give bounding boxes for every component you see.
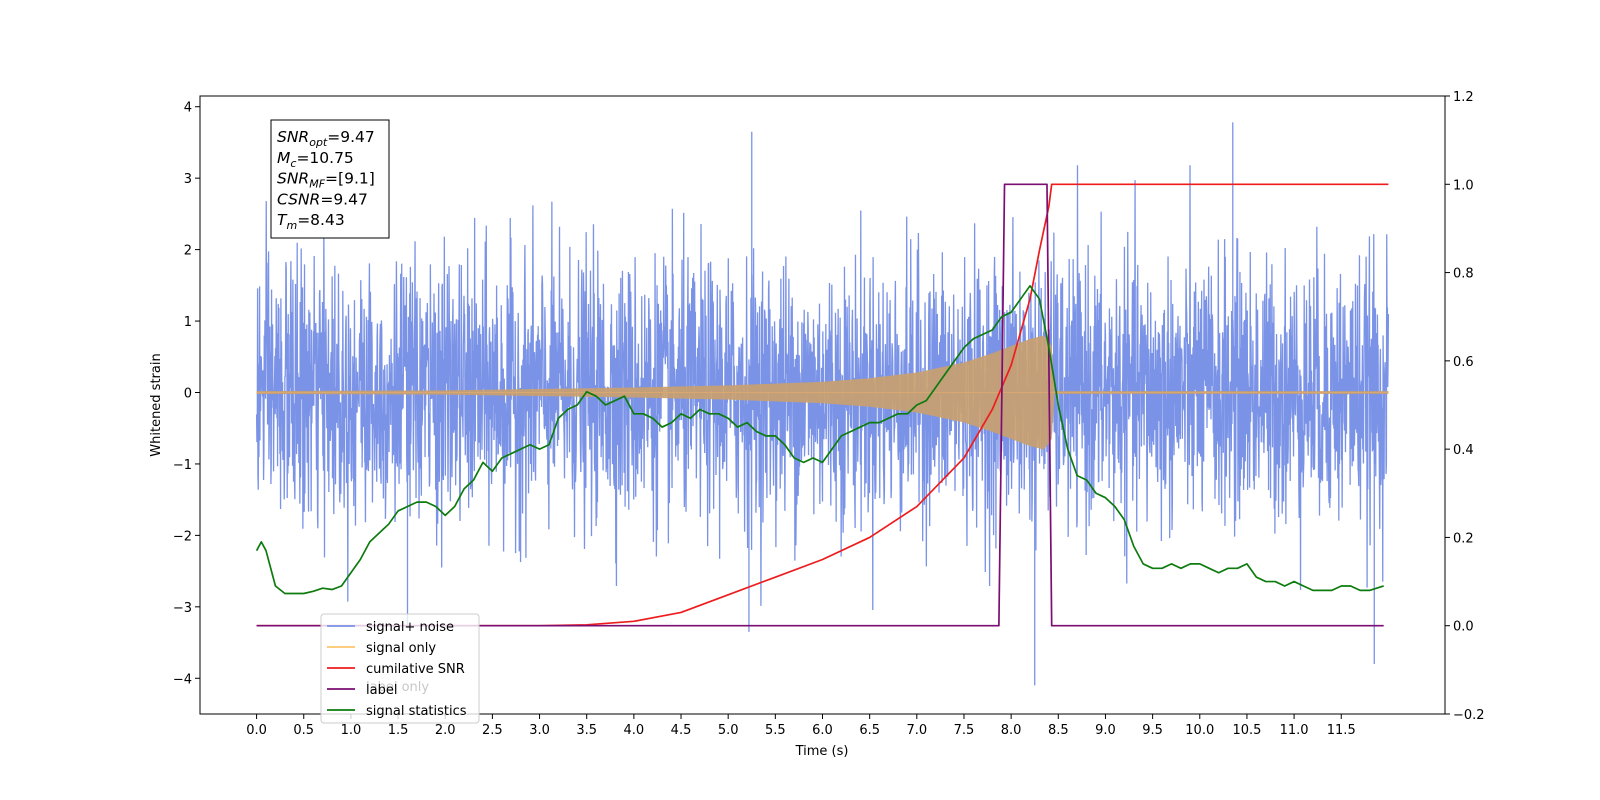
x-tick-label: 0.5 [293,723,314,738]
x-tick-label: 3.5 [576,723,597,738]
x-tick-label: 8.5 [1048,723,1069,738]
y2-tick-label: 0.2 [1453,531,1474,546]
x-axis-label: Time (s) [795,744,849,759]
x-axis-ticks: 0.0 0.5 1.0 1.5 2.0 2.5 3.0 3.5 4.0 4.5 5.0 5.5 6.0 6… [246,714,1356,738]
y-tick-label: 2 [184,244,192,259]
x-tick-label: 1.0 [341,723,362,738]
y2-tick-label: 0.6 [1453,355,1474,370]
x-tick-label: 3.0 [529,723,550,738]
x-tick-label: 5.5 [765,723,786,738]
legend-entry-label: signal+ noise [366,620,454,635]
x-tick-label: 7.5 [954,723,975,738]
y-axis-left-ticks: −4 −3 −2 −1 0 1 2 3 4 [173,101,200,687]
y-axis-right-ticks: −0.2 0.0 0.2 0.4 0.6 0.8 1.0 1.2 [1445,90,1485,723]
annotation-line: CSNR=9.47 [277,190,368,208]
series-layer [255,122,1390,686]
y-axis-label: Whitened strain [149,353,164,456]
series-line-cumilative-snr [256,183,1389,627]
annotation-line: Mc=10.75 [277,149,354,170]
annotation-line: Tm=8.43 [277,211,345,232]
legend: label only signal+ noise signal only cumila… [320,613,480,724]
annotation-line: SNRMF=[9.1] [277,170,375,191]
x-tick-label: 0.0 [246,723,267,738]
y2-tick-label: 0.8 [1453,267,1474,282]
y-tick-label: −3 [173,601,192,616]
annotation-frame [270,119,390,239]
y2-tick-label: 1.2 [1453,90,1474,105]
x-tick-label: 10.5 [1232,723,1261,738]
legend-hidden-text: label only [366,680,429,695]
x-tick-label: 11.5 [1327,723,1356,738]
legend-frame [320,613,480,724]
y-tick-label: 3 [184,172,192,187]
legend-entry-label: cumilative SNR [366,662,465,677]
x-tick-label: 8.0 [1001,723,1022,738]
x-tick-label: 10.0 [1185,723,1214,738]
x-tick-label: 4.5 [671,723,692,738]
x-tick-label: 6.5 [859,723,880,738]
y2-tick-label: −0.2 [1453,708,1485,723]
y2-tick-label: 0.0 [1453,620,1474,635]
x-tick-label: 9.0 [1095,723,1116,738]
x-tick-label: 5.0 [718,723,739,738]
series-line-signal-statistics [255,284,1384,595]
series-line-signal-noise [255,165,1390,610]
x-tick-label: 9.5 [1142,723,1163,738]
legend-entry-label: label [366,683,397,698]
legend-entry-label: signal only [366,641,436,656]
x-tick-label: 2.0 [435,723,456,738]
y2-tick-label: 0.4 [1453,443,1474,458]
x-tick-label: 7.0 [906,723,927,738]
x-tick-label: 2.5 [482,723,503,738]
y-tick-label: −1 [173,458,192,473]
y-tick-label: −4 [173,672,192,687]
series-line-label [256,183,1384,627]
x-tick-label: 11.0 [1280,723,1309,738]
y-tick-label: −2 [173,529,192,544]
y-tick-label: 1 [184,315,192,330]
x-tick-label: 4.0 [624,723,645,738]
x-tick-label: 6.0 [812,723,833,738]
x-tick-label: 1.5 [388,723,409,738]
legend-entry-label: signal statistics [366,704,467,719]
y-tick-label: 4 [184,101,192,116]
y2-tick-label: 1.0 [1453,178,1474,193]
y-tick-label: 0 [184,386,192,401]
annotation-line: SNRopt=9.47 [277,128,375,149]
